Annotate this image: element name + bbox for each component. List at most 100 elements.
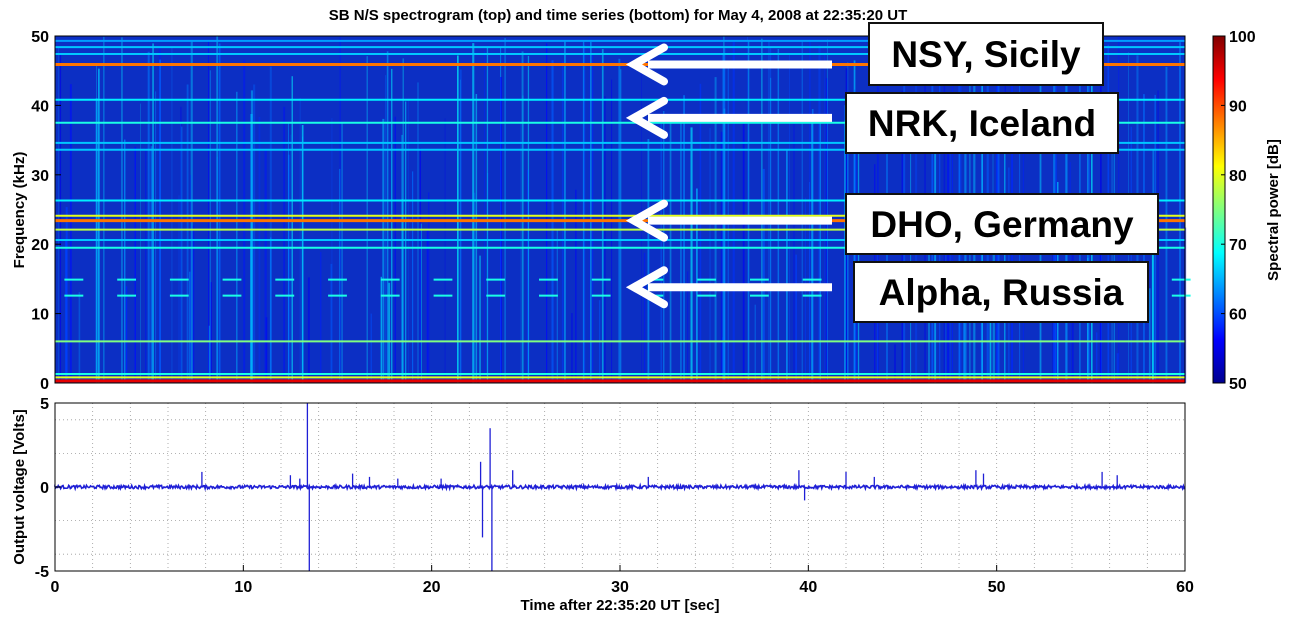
timeseries-x-tick-label: 40	[799, 579, 817, 596]
annotation-arrow	[625, 266, 832, 309]
noise-streak	[331, 118, 333, 383]
noise-streak	[754, 304, 756, 383]
annotation-dho-germany: DHO, Germany	[845, 193, 1159, 255]
timeseries-y-axis-label: Output voltage [Volts]	[11, 409, 28, 565]
noise-streak	[795, 254, 797, 383]
noise-streak	[699, 83, 702, 384]
noise-streak	[178, 195, 180, 383]
noise-streak	[473, 192, 476, 383]
colorbar-tick-label: 100	[1229, 29, 1256, 46]
noise-streak	[690, 127, 693, 384]
arrow-head	[625, 96, 668, 139]
colorbar: 50 60 70 80 90 100 Spectral power [dB]	[1212, 29, 1282, 393]
noise-streak	[264, 148, 267, 383]
timeseries-y-ticks: -5 0 5	[35, 396, 61, 581]
spectrogram-y-tick-label: 30	[31, 168, 49, 185]
timeseries-x-tick-label: 50	[988, 579, 1006, 596]
noise-streak	[426, 230, 429, 383]
noise-streak	[818, 45, 821, 384]
noise-streak	[647, 139, 650, 383]
noise-streak	[546, 43, 548, 384]
noise-streak	[732, 40, 735, 384]
timeseries-x-tick-label: 30	[611, 579, 629, 596]
colorbar-tick-label: 90	[1229, 98, 1247, 115]
noise-streak	[330, 263, 333, 383]
noise-streak	[78, 292, 81, 383]
noise-streak	[479, 255, 481, 383]
timeseries-panel: 0 10 20 30 40 50 60 -505 Output voltage [Volts…	[11, 396, 1194, 614]
noise-streak	[722, 337, 724, 383]
noise-streak	[561, 61, 564, 384]
annotation-nrk-iceland: NRK, Iceland	[845, 92, 1119, 154]
annotation-arrow	[625, 199, 832, 242]
noise-streak	[265, 317, 268, 383]
noise-streak	[186, 84, 189, 383]
noise-streak	[611, 79, 613, 383]
spectrogram-frame	[54, 35, 1186, 384]
annotation-arrow	[625, 96, 832, 139]
colorbar-ticks: 50 60 70 80 90 100	[1221, 29, 1256, 393]
noise-streak	[236, 91, 238, 384]
noise-streak	[643, 252, 646, 383]
timeseries-signal	[54, 403, 1186, 571]
timeseries-x-tick-label: 0	[51, 579, 60, 596]
noise-streak	[391, 68, 393, 384]
timeseries-x-ticks: 0 10 20 30 40 50 60	[51, 565, 1194, 596]
noise-streak	[1151, 221, 1154, 383]
spectrogram-y-ticks: 0 10 20 30 40 50	[31, 29, 61, 393]
noise-streak	[1179, 42, 1181, 383]
noise-streak	[584, 44, 586, 384]
noise-streak	[444, 118, 446, 384]
noise-streak	[819, 116, 821, 384]
noise-streak	[949, 128, 952, 383]
noise-streak	[472, 43, 475, 383]
noise-streak	[320, 251, 322, 383]
noise-streak	[419, 148, 421, 383]
timeseries-x-tick-label: 20	[423, 579, 441, 596]
noise-streak	[582, 41, 585, 384]
noise-streak	[152, 43, 154, 384]
spectrogram-y-axis-label: Frequency (kHz)	[11, 152, 28, 269]
noise-streak	[181, 126, 183, 383]
timeseries-x-tick-label: 10	[234, 579, 252, 596]
noise-streak	[290, 134, 292, 383]
noise-streak	[588, 36, 590, 383]
noise-streak	[269, 66, 272, 383]
annotation-alpha-russia: Alpha, Russia	[853, 261, 1149, 323]
noise-streak	[459, 69, 462, 383]
noise-streak	[412, 171, 414, 383]
annotation-arrow	[625, 43, 832, 86]
spectrogram-y-tick-label: 10	[31, 307, 49, 324]
colorbar-tick-label: 70	[1229, 237, 1247, 254]
timeseries-x-axis-label: Time after 22:35:20 UT [sec]	[521, 597, 720, 614]
noise-streak	[190, 175, 192, 383]
noise-streak	[1096, 332, 1098, 383]
noise-streak	[147, 51, 150, 384]
signal-trace	[54, 482, 1186, 492]
noise-streak	[307, 277, 310, 383]
noise-streak	[809, 182, 810, 383]
noise-streak	[405, 101, 407, 383]
noise-streak	[571, 313, 573, 383]
noise-streak	[121, 37, 123, 384]
noise-streak	[401, 134, 403, 383]
noise-streak	[484, 50, 485, 384]
noise-streak	[124, 139, 126, 383]
noise-streak	[134, 146, 136, 383]
noise-streak	[1116, 353, 1119, 383]
noise-streak	[189, 271, 191, 383]
noise-streak	[386, 51, 389, 384]
noise-streak	[258, 116, 261, 384]
noise-streak	[761, 38, 763, 383]
noise-streak	[218, 43, 221, 383]
noise-streak	[809, 39, 811, 384]
colorbar-tick-label: 50	[1229, 376, 1247, 393]
noise-streak	[475, 94, 478, 383]
timeseries-y-tick-label: -5	[35, 564, 49, 581]
colorbar-tick-label: 60	[1229, 307, 1247, 324]
timeseries-y-tick-label: 5	[40, 396, 49, 413]
noise-streak	[963, 304, 965, 383]
noise-streak	[192, 225, 195, 383]
noise-streak	[417, 82, 419, 384]
noise-streak	[592, 54, 594, 383]
